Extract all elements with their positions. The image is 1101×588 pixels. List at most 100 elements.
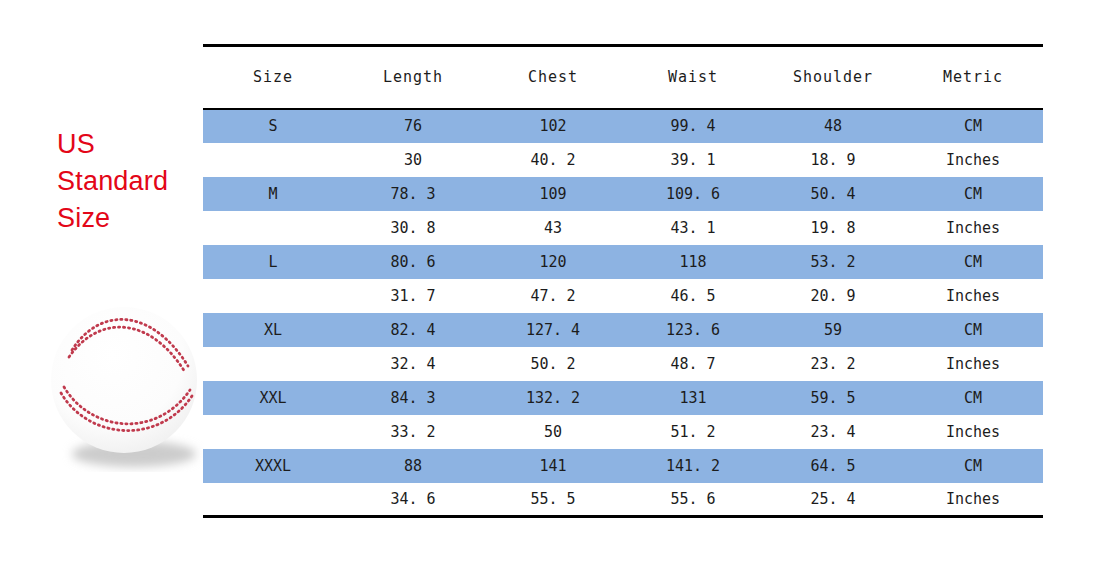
table-cell: 64. 5	[763, 449, 903, 483]
table-cell: 43. 1	[623, 211, 763, 245]
table-cell	[203, 483, 343, 517]
table-cell: Inches	[903, 347, 1043, 381]
table-cell: 30	[343, 143, 483, 177]
table-cell: 82. 4	[343, 313, 483, 347]
table-cell: CM	[903, 109, 1043, 143]
label-line-2: Standard	[57, 163, 168, 200]
table-cell: 30. 8	[343, 211, 483, 245]
column-header-chest: Chest	[483, 46, 623, 109]
table-cell: CM	[903, 313, 1043, 347]
table-cell: 34. 6	[343, 483, 483, 517]
table-cell: 88	[343, 449, 483, 483]
table-row: 34. 655. 555. 625. 4Inches	[203, 483, 1043, 517]
table-cell	[203, 347, 343, 381]
label-line-1: US	[57, 126, 168, 163]
size-table-header: Size Length Chest Waist Shoulder Metric	[203, 46, 1043, 109]
table-cell: Inches	[903, 143, 1043, 177]
table-cell: CM	[903, 245, 1043, 279]
table-cell: 59	[763, 313, 903, 347]
table-cell: 131	[623, 381, 763, 415]
table-cell: 78. 3	[343, 177, 483, 211]
table-cell: 19. 8	[763, 211, 903, 245]
table-cell	[203, 211, 343, 245]
table-cell: XXXL	[203, 449, 343, 483]
table-cell: 23. 4	[763, 415, 903, 449]
table-cell: 109	[483, 177, 623, 211]
size-chart-table: Size Length Chest Waist Shoulder Metric …	[203, 44, 1043, 518]
table-row: XXXL88141141. 264. 5CM	[203, 449, 1043, 483]
column-header-shoulder: Shoulder	[763, 46, 903, 109]
table-cell: 132. 2	[483, 381, 623, 415]
table-cell: 47. 2	[483, 279, 623, 313]
table-cell: XL	[203, 313, 343, 347]
table-cell: 32. 4	[343, 347, 483, 381]
table-cell: 84. 3	[343, 381, 483, 415]
table-row: 33. 25051. 223. 4Inches	[203, 415, 1043, 449]
table-cell: 76	[343, 109, 483, 143]
table-cell: 50. 2	[483, 347, 623, 381]
table-row: XL82. 4127. 4123. 659CM	[203, 313, 1043, 347]
table-row: M78. 3109109. 650. 4CM	[203, 177, 1043, 211]
table-row: 31. 747. 246. 520. 9Inches	[203, 279, 1043, 313]
table-cell: 25. 4	[763, 483, 903, 517]
column-header-metric: Metric	[903, 46, 1043, 109]
table-cell: M	[203, 177, 343, 211]
table-cell: 18. 9	[763, 143, 903, 177]
column-header-waist: Waist	[623, 46, 763, 109]
table-cell: CM	[903, 177, 1043, 211]
table-cell: Inches	[903, 279, 1043, 313]
us-standard-size-label: US Standard Size	[57, 126, 168, 237]
table-cell: 141. 2	[623, 449, 763, 483]
table-cell: 53. 2	[763, 245, 903, 279]
header-row: Size Length Chest Waist Shoulder Metric	[203, 46, 1043, 109]
table-cell: S	[203, 109, 343, 143]
table-cell: 33. 2	[343, 415, 483, 449]
table-cell: 55. 5	[483, 483, 623, 517]
table-row: 32. 450. 248. 723. 2Inches	[203, 347, 1043, 381]
table-cell: 59. 5	[763, 381, 903, 415]
table-cell	[203, 143, 343, 177]
table-cell: 80. 6	[343, 245, 483, 279]
table-cell: 99. 4	[623, 109, 763, 143]
table-cell: 23. 2	[763, 347, 903, 381]
table-cell: Inches	[903, 211, 1043, 245]
table-cell: XXL	[203, 381, 343, 415]
table-cell	[203, 279, 343, 313]
table-row: S7610299. 448CM	[203, 109, 1043, 143]
table-cell: 51. 2	[623, 415, 763, 449]
table-cell: 141	[483, 449, 623, 483]
table-cell: 40. 2	[483, 143, 623, 177]
table-cell: L	[203, 245, 343, 279]
baseball-image	[46, 296, 204, 472]
table-cell: 127. 4	[483, 313, 623, 347]
table-cell: 31. 7	[343, 279, 483, 313]
table-cell: CM	[903, 449, 1043, 483]
label-line-3: Size	[57, 200, 168, 237]
table-cell: CM	[903, 381, 1043, 415]
table-cell: 120	[483, 245, 623, 279]
table-row: L80. 612011853. 2CM	[203, 245, 1043, 279]
baseball-icon	[46, 296, 204, 472]
table-cell: 48	[763, 109, 903, 143]
table-cell: 43	[483, 211, 623, 245]
column-header-length: Length	[343, 46, 483, 109]
table-cell: 102	[483, 109, 623, 143]
table-row: 30. 84343. 119. 8Inches	[203, 211, 1043, 245]
table-cell: 20. 9	[763, 279, 903, 313]
table-cell: 109. 6	[623, 177, 763, 211]
table-cell	[203, 415, 343, 449]
size-chart-page: { "side_label": { "lines": ["US", "Stand…	[0, 0, 1101, 588]
table-cell: 55. 6	[623, 483, 763, 517]
table-cell: 118	[623, 245, 763, 279]
table-cell: 48. 7	[623, 347, 763, 381]
table-cell: 39. 1	[623, 143, 763, 177]
table-cell: 50	[483, 415, 623, 449]
table-row: XXL84. 3132. 213159. 5CM	[203, 381, 1043, 415]
table-cell: 46. 5	[623, 279, 763, 313]
column-header-size: Size	[203, 46, 343, 109]
table-cell: Inches	[903, 415, 1043, 449]
table-row: 3040. 239. 118. 9Inches	[203, 143, 1043, 177]
table-cell: Inches	[903, 483, 1043, 517]
size-table-body: S7610299. 448CM3040. 239. 118. 9InchesM7…	[203, 109, 1043, 517]
table-cell: 50. 4	[763, 177, 903, 211]
